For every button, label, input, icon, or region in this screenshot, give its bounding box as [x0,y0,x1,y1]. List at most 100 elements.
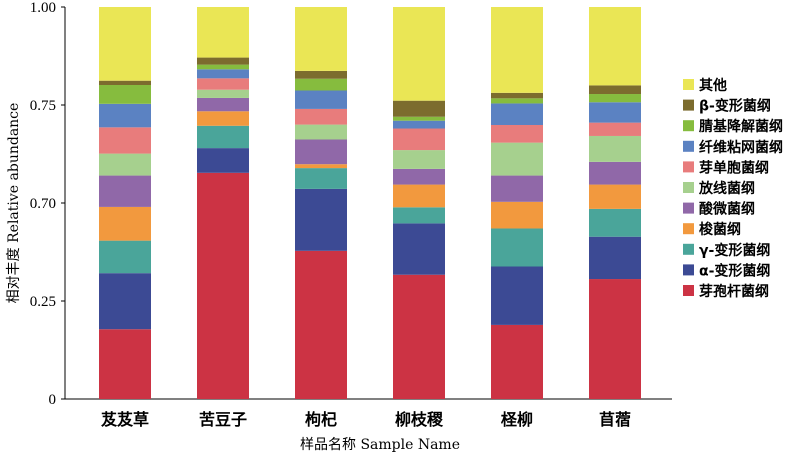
bar-segment [589,85,641,95]
bar-segment [491,266,543,325]
legend-swatch [683,79,694,90]
bar-segment [99,7,151,81]
bar-segment [393,274,445,399]
y-tick-label: 1.00 [30,0,56,16]
legend-swatch [683,161,694,173]
bar-segment [99,329,151,399]
bar-segment [393,150,445,169]
bar-segment [589,184,641,209]
legend-label: γ-变形菌纲 [699,242,770,259]
bar-segment [197,125,249,149]
bar-segment [99,273,151,330]
x-tick-label: 柳枝稷 [395,410,444,429]
bar-segment [393,128,445,151]
bar-segment [197,89,249,98]
bar-segment [491,124,543,143]
legend-swatch [683,182,694,193]
legend-swatch [683,120,694,132]
bar-segment [99,103,151,128]
y-tick-label: 0.70 [30,196,56,212]
bar-segment [393,7,445,101]
bar-segment [99,206,151,241]
bars [99,7,641,399]
bar-segment [295,90,347,109]
bar-segment [589,279,641,399]
legend-label: β-变形菌纲 [699,98,771,115]
bar-stack [589,7,641,399]
legend-swatch [683,202,694,214]
bar-segment [589,94,641,103]
bar-segment [589,135,641,162]
bar-segment [491,324,543,399]
legend-label: 纤维粘网菌纲 [699,139,783,156]
bar-segment [295,139,347,165]
legend-label: 酸微菌纲 [699,201,755,218]
bar-segment [393,168,445,185]
y-tick-label: 0.25 [30,294,56,310]
bar-segment [295,164,347,169]
bar-segment [491,175,543,202]
bar-segment [589,102,641,123]
bar-segment [295,188,347,251]
y-tick-label: 0 [49,392,57,408]
bar-segment [197,57,249,65]
bar-segment [491,103,543,125]
bar-segment [393,184,445,208]
legend-label: α-变形菌纲 [699,262,770,279]
y-ticks: 0 0.25 0.70 0.75 1.00 [30,0,65,408]
bar-segment [491,201,543,229]
y-tick-label: 0.75 [30,98,56,114]
bar-segment [491,92,543,99]
bar-segment [295,108,347,125]
bar-segment [295,250,347,399]
bar-segment [295,124,347,140]
bar-segment [295,168,347,189]
bar-segment [99,127,151,154]
bar-segment [197,64,249,70]
x-tick-label: 枸杞 [305,410,337,429]
bar-segment [491,142,543,176]
x-axis-title: 样品名称 Sample Name [300,437,460,453]
bar-segment [393,223,445,275]
bar-segment [99,85,151,104]
bar-stack [393,7,445,399]
bar-segment [197,69,249,79]
bar-segment [197,148,249,173]
bar-segment [197,111,249,126]
bar-segment [491,228,543,267]
x-tick-label: 苜蓿 [599,410,631,429]
legend-label: 其他 [699,77,727,94]
legend-label: 芽孢杆菌纲 [699,283,769,300]
bar-segment [197,97,249,112]
legend-label: 腈基降解菌纲 [699,118,783,135]
bar-segment [491,98,543,104]
bar-segment [393,116,445,121]
bar-segment [393,100,445,117]
bar-segment [197,172,249,399]
bar-segment [589,161,641,185]
bar-segment [589,208,641,237]
bar-stack [197,7,249,399]
legend-swatch [683,243,694,255]
bar-segment [197,7,249,58]
bar-stack [491,7,543,399]
bar-segment [295,7,347,71]
legend-label: 梭菌纲 [699,221,741,238]
bar-stack [295,7,347,399]
x-tick-label: 芨芨草 [101,410,149,429]
y-axis-title: 相对丰度 Relative abundance [6,103,22,304]
bar-segment [99,80,151,86]
bar-segment [589,7,641,86]
bar-segment [99,153,151,176]
bar-segment [589,236,641,280]
bar-segment [295,70,347,79]
x-tick-label: 苦豆子 [199,410,247,429]
legend-swatch [683,285,694,296]
bar-segment [589,122,641,136]
x-tick-labels: 芨芨草 苦豆子 枸杞 柳枝稷 柽柳 苜蓿 [101,410,631,429]
bar-segment [393,120,445,129]
legend-label: 芽单胞菌纲 [699,159,769,176]
bar-segment [99,240,151,274]
